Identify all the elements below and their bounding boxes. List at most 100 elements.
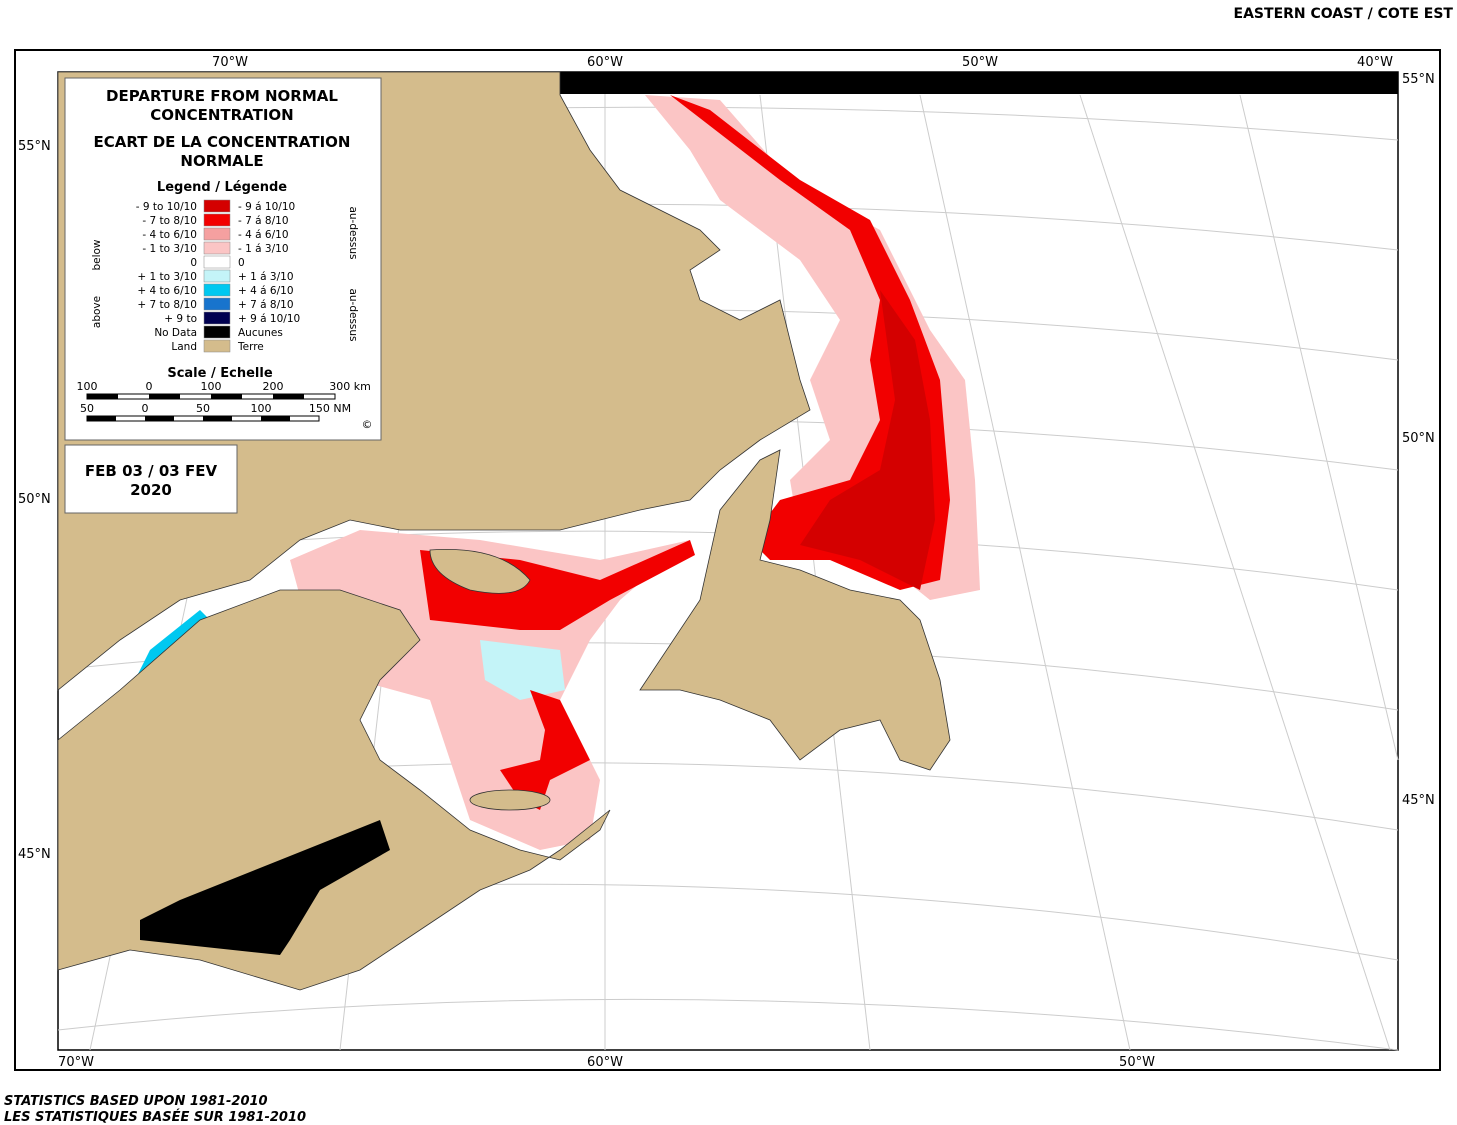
legend-swatch — [203, 311, 231, 325]
scale-label: 100 — [201, 380, 222, 393]
lon-label: 70°W — [212, 55, 248, 70]
grid-line — [1239, 94, 1399, 761]
date-frame — [64, 444, 238, 514]
legend-title: ECART DE LA CONCENTRATION — [94, 133, 351, 151]
legend-subtitle: Legend / Légende — [157, 180, 287, 195]
grid-line — [1079, 94, 1391, 1051]
scale-segment — [149, 394, 180, 399]
ice-area — [500, 690, 590, 810]
legend-label: Aucunes — [238, 327, 283, 339]
copyright: © — [362, 418, 373, 431]
legend-title: DEPARTURE FROM NORMAL — [106, 87, 338, 105]
legend-side-label: au-dessus — [347, 206, 359, 259]
lon-label: 50°W — [1119, 1055, 1155, 1070]
lat-label: 55°N — [18, 139, 51, 154]
scale-segment — [145, 416, 174, 421]
legend-label: + 1 á 3/10 — [238, 271, 294, 283]
legend-swatch — [203, 283, 231, 297]
axis-labels: 70°W 60°W 50°W 40°W 70°W 60°W 50°W 55°N 50°N 45°N… — [18, 55, 1435, 1070]
lat-label: 50°N — [1402, 431, 1435, 446]
legend-label: Land — [171, 341, 197, 353]
lon-label: 60°W — [587, 1055, 623, 1070]
legend-label: 0 — [190, 257, 197, 269]
land — [639, 449, 951, 771]
legend-label: - 4 to 6/10 — [142, 229, 197, 241]
lat-label: 50°N — [18, 492, 51, 507]
scale-label: 150 NM — [309, 402, 351, 415]
legend-swatch — [203, 325, 231, 339]
legend-swatch — [203, 199, 231, 213]
scale-label: 50 — [196, 402, 210, 415]
legend-label: - 1 to 3/10 — [142, 243, 197, 255]
legend-title: CONCENTRATION — [150, 106, 293, 124]
lon-label: 50°W — [962, 55, 998, 70]
scale-segment — [261, 416, 290, 421]
legend-swatch — [203, 213, 231, 227]
legend-label: + 4 á 6/10 — [238, 285, 294, 297]
scale-segment — [203, 416, 232, 421]
date-text: FEB 03 / 03 FEV — [85, 462, 218, 480]
legend-swatch — [203, 339, 231, 353]
lon-label: 70°W — [58, 1055, 94, 1070]
scale-label: 50 — [80, 402, 94, 415]
ice-area — [800, 290, 935, 590]
scale-label: 0 — [146, 380, 153, 393]
lat-label: 55°N — [1402, 72, 1435, 87]
lat-label: 45°N — [18, 847, 51, 862]
lat-label: 45°N — [1402, 793, 1435, 808]
legend-swatch — [203, 255, 231, 269]
ice-area — [670, 95, 950, 590]
legend-label: 0 — [238, 257, 245, 269]
legend-label: + 1 to 3/10 — [137, 271, 197, 283]
legend-label: + 7 á 8/10 — [238, 299, 294, 311]
scale-label: 100 — [251, 402, 272, 415]
legend-label: - 7 á 8/10 — [238, 215, 289, 227]
scale-segment — [273, 394, 304, 399]
scale-label: 200 — [263, 380, 284, 393]
legend-label: - 9 to 10/10 — [136, 201, 197, 213]
legend-label: Terre — [237, 341, 264, 353]
header-title: EASTERN COAST / COTE EST — [1234, 6, 1454, 22]
legend-swatch — [203, 227, 231, 241]
legend-label: + 9 to — [164, 313, 197, 325]
legend-label: - 4 á 6/10 — [238, 229, 289, 241]
no-data-band — [560, 72, 1398, 94]
legend-side-label: above — [91, 296, 103, 328]
scale-segment — [87, 416, 116, 421]
date-year: 2020 — [130, 481, 172, 499]
island — [429, 549, 531, 594]
ice-area — [480, 640, 565, 700]
legend-side-label: au-dessus — [347, 288, 359, 341]
footer-line: LES STATISTIQUES BASÉE SUR 1981-2010 — [4, 1109, 306, 1125]
legend-label: + 9 á 10/10 — [238, 313, 300, 325]
scale-segment — [211, 394, 242, 399]
legend-swatch — [203, 297, 231, 311]
grid-line — [57, 998, 1399, 1051]
grid-line — [759, 94, 871, 1051]
footer-line: STATISTICS BASED UPON 1981-2010 — [4, 1094, 268, 1109]
scale-segment — [87, 394, 118, 399]
no-data-area — [140, 820, 390, 955]
legend-title: NORMALE — [180, 152, 263, 170]
island — [469, 789, 551, 811]
scale-label: 300 km — [329, 380, 371, 393]
legend-swatch — [203, 269, 231, 283]
scale-title: Scale / Echelle — [167, 366, 272, 381]
legend-label: No Data — [154, 327, 197, 339]
grid-line — [919, 94, 1131, 1051]
legend-label: + 4 to 6/10 — [137, 285, 197, 297]
scale-label: 0 — [142, 402, 149, 415]
legend-label: - 7 to 8/10 — [142, 215, 197, 227]
legend-label: - 9 á 10/10 — [238, 201, 295, 213]
lon-label: 40°W — [1357, 55, 1393, 70]
lon-label: 60°W — [587, 55, 623, 70]
legend-label: - 1 á 3/10 — [238, 243, 289, 255]
legend-side-label: below — [91, 239, 103, 270]
legend-swatch — [203, 241, 231, 255]
date-box: FEB 03 / 03 FEV 2020 — [64, 444, 238, 514]
scale-label: 100 — [77, 380, 98, 393]
legend-label: + 7 to 8/10 — [137, 299, 197, 311]
